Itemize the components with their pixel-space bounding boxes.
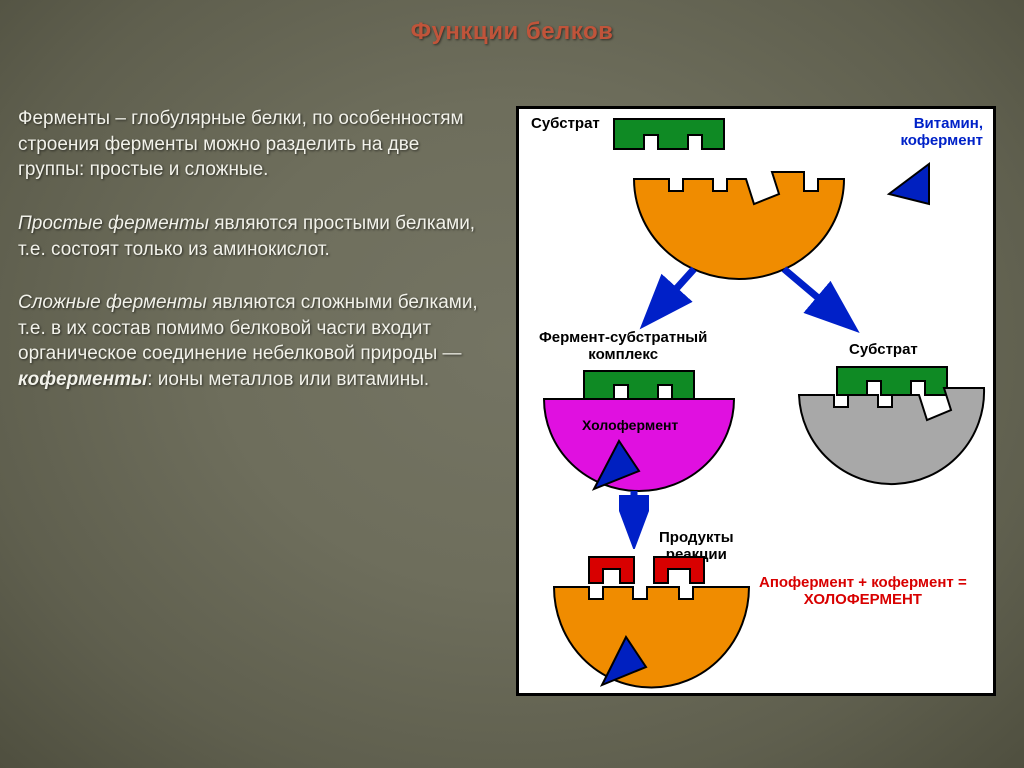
shape-cofactor-top <box>889 164 929 204</box>
paragraph-2: Простые ферменты являются простыми белка… <box>18 211 488 262</box>
arrow-to-substrate-right <box>774 264 864 339</box>
text-column: Ферменты – глобулярные белки, по особенн… <box>18 106 488 696</box>
label-substrate-top: Субстрат <box>531 115 600 132</box>
arrow-to-complex <box>639 264 709 334</box>
shape-apoenzyme <box>634 169 844 279</box>
p3-lead: Сложные ферменты <box>18 292 207 313</box>
slide: Функции белков Ферменты – глобулярные бе… <box>0 0 1024 768</box>
shape-substrate-top <box>614 119 724 151</box>
slide-body: Ферменты – глобулярные белки, по особенн… <box>18 106 1006 696</box>
p3-tail: : ионы металлов или витамины. <box>147 369 429 390</box>
label-equation: Апофермент + кофермент = ХОЛОФЕРМЕНТ <box>759 574 967 608</box>
paragraph-1: Ферменты – глобулярные белки, по особенн… <box>18 106 488 183</box>
label-holo-on-shape: Холофермент <box>582 417 678 433</box>
slide-title: Функции белков <box>18 18 1006 46</box>
p2-lead: Простые ферменты <box>18 213 209 234</box>
arrow-to-products <box>619 489 649 549</box>
enzyme-diagram: Субстрат Витамин, кофермент Апофермент, … <box>516 106 996 696</box>
label-substrate-right: Субстрат <box>849 341 918 358</box>
label-vitamin: Витамин, кофермент <box>900 115 983 149</box>
label-complex: Фермент-субстратный комплекс <box>539 329 707 363</box>
paragraph-3: Сложные ферменты являются сложными белка… <box>18 290 488 393</box>
shape-products <box>554 557 754 692</box>
p3-bold: коферменты <box>18 369 147 390</box>
diagram-wrap: Субстрат Витамин, кофермент Апофермент, … <box>506 106 1006 696</box>
shape-apoenzyme-grey <box>799 367 984 487</box>
